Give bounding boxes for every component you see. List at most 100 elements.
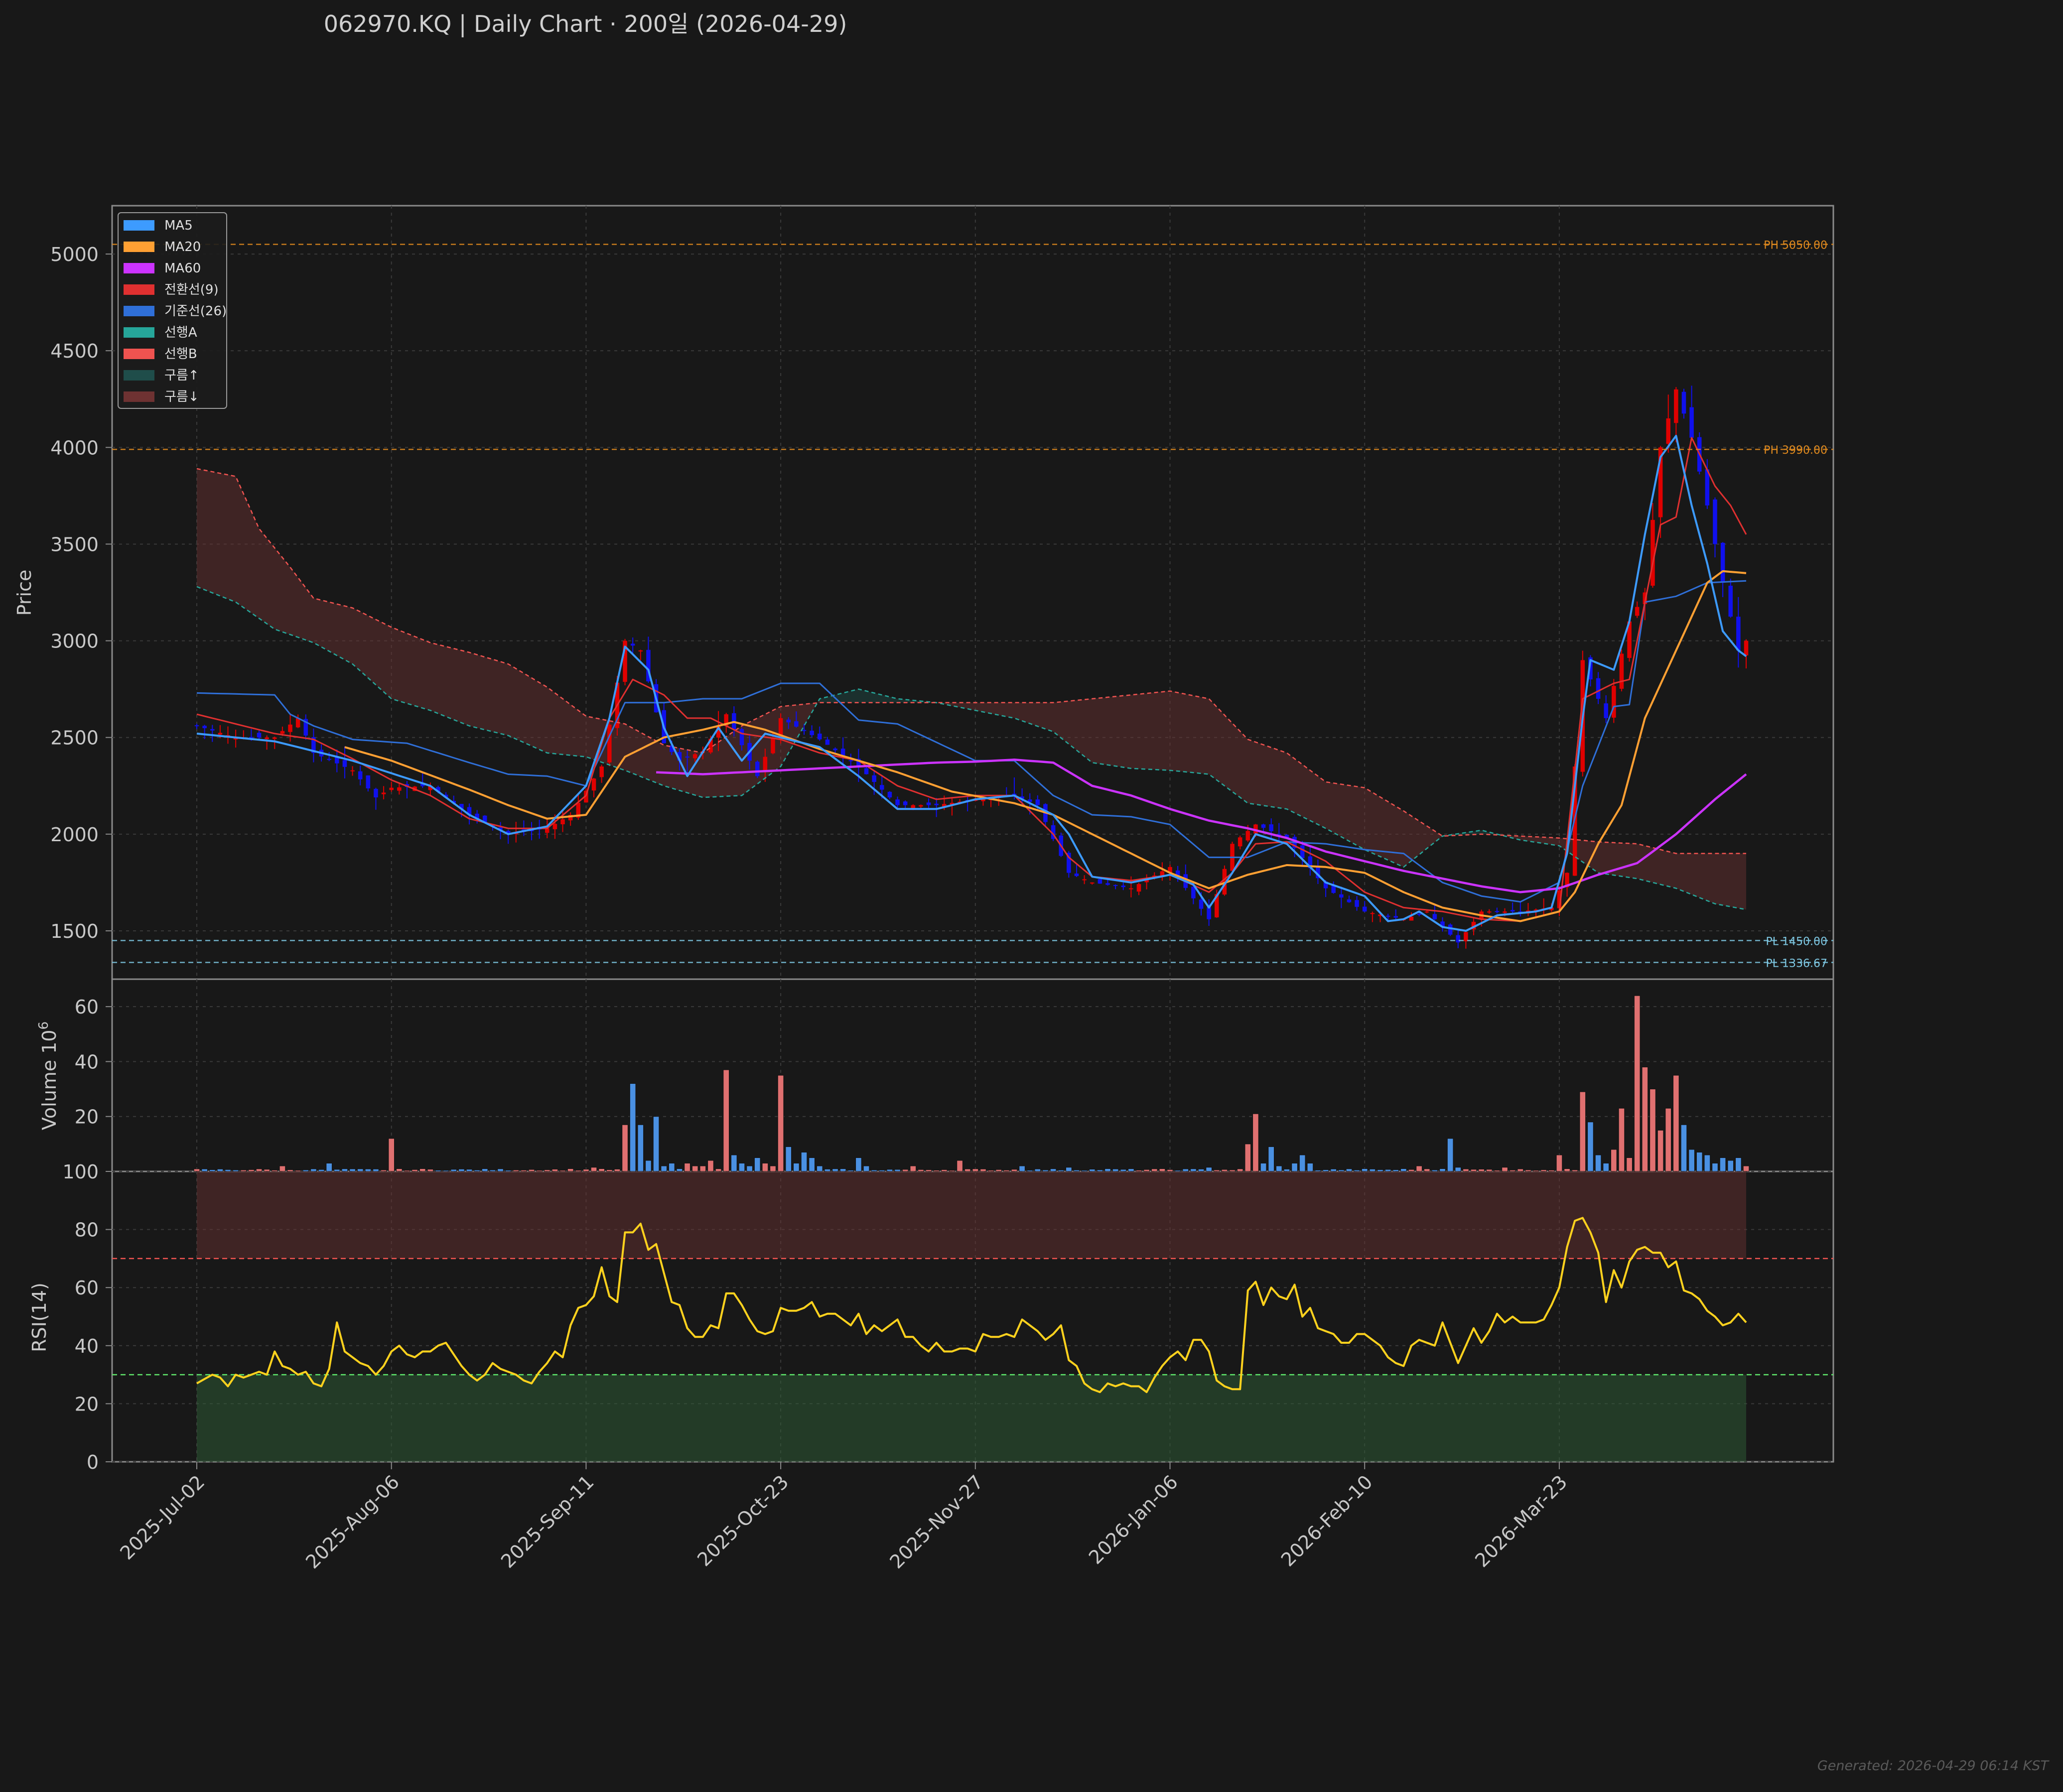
volume-bar <box>1400 1168 1407 1172</box>
volume-bar <box>793 1162 800 1172</box>
candle-body <box>872 775 876 782</box>
volume-bar <box>910 1165 917 1172</box>
candle-body <box>1736 617 1741 650</box>
rsi-tick-label: 100 <box>62 1161 99 1183</box>
candle-body <box>1253 824 1258 834</box>
volume-bar <box>271 1169 278 1172</box>
volume-bar <box>777 1075 784 1172</box>
volume-bar <box>1610 1149 1617 1172</box>
volume-bar <box>598 1168 605 1172</box>
volume-bar <box>458 1168 465 1172</box>
candle-body <box>810 731 814 736</box>
candle-body <box>887 791 892 798</box>
volume-bar <box>941 1169 948 1172</box>
candle-body <box>288 724 292 732</box>
candle-body <box>273 737 277 739</box>
candle-body <box>1284 835 1289 838</box>
candle-body <box>677 752 682 761</box>
candle-body <box>552 824 557 829</box>
volume-bar <box>442 1170 449 1172</box>
volume-bar <box>886 1169 893 1172</box>
volume-bar <box>1384 1169 1391 1172</box>
pivot-label: PH 3990.00 <box>1764 444 1827 457</box>
volume-bar <box>1315 1169 1321 1172</box>
volume-bar <box>474 1169 480 1172</box>
volume-bar <box>902 1169 909 1172</box>
candle-body <box>950 802 955 805</box>
candle-body <box>436 787 440 792</box>
candle-body <box>366 775 371 788</box>
volume-bar <box>1128 1168 1134 1172</box>
legend-label: 선행B <box>164 347 197 362</box>
rsi-series <box>112 1171 1833 1462</box>
volume-bar <box>248 1169 255 1172</box>
volume-bar <box>629 1083 636 1172</box>
candle-body <box>1627 621 1632 658</box>
volume-bar <box>1525 1169 1531 1172</box>
candle-body <box>226 735 230 737</box>
candle-body <box>1090 882 1095 884</box>
candle-body <box>194 725 199 727</box>
volume-bar <box>427 1169 434 1172</box>
candle-body <box>1378 914 1382 916</box>
price-axis-label: Price <box>13 570 35 616</box>
volume-bar <box>1423 1168 1430 1172</box>
volume-bar <box>995 1169 1002 1172</box>
volume-bar <box>1167 1169 1173 1172</box>
candle-body <box>840 749 845 756</box>
volume-bar <box>404 1170 411 1172</box>
candle-body <box>506 831 511 834</box>
volume-bar <box>676 1168 683 1172</box>
candle-body <box>1199 899 1204 909</box>
volume-bar <box>1190 1168 1197 1172</box>
pivot-label: PL 1336.67 <box>1766 957 1828 970</box>
candle-body <box>825 739 830 745</box>
volume-bar <box>1066 1167 1072 1172</box>
volume-bar <box>1299 1154 1306 1172</box>
candle-body <box>1612 686 1616 718</box>
volume-bar <box>1463 1168 1469 1172</box>
candle-body <box>856 759 861 767</box>
candle-body <box>833 749 837 751</box>
candle-body <box>1658 447 1663 517</box>
volume-bar <box>1509 1169 1516 1172</box>
candle-body <box>295 718 300 728</box>
candle-body <box>1222 869 1227 895</box>
volume-bar <box>1120 1169 1127 1172</box>
volume-bar <box>1548 1169 1555 1172</box>
candle-body <box>327 759 331 760</box>
volume-bar <box>1642 1066 1649 1172</box>
candle-body <box>607 724 612 763</box>
volume-bar <box>1275 1165 1282 1172</box>
volume-bar <box>731 1154 737 1172</box>
volume-bar <box>1346 1168 1353 1172</box>
candle-body <box>1355 900 1359 907</box>
volume-bar <box>466 1169 473 1172</box>
volume-bar <box>310 1168 317 1172</box>
candle-body <box>1681 391 1686 414</box>
volume-bar <box>980 1168 986 1172</box>
volume-bar <box>240 1169 247 1172</box>
volume-bar <box>1408 1169 1415 1172</box>
candle-body <box>350 770 355 771</box>
volume-bar <box>918 1169 924 1172</box>
candle-body <box>739 729 744 746</box>
volume-bar <box>1603 1162 1610 1172</box>
candle-body <box>708 739 713 753</box>
candle-body <box>1347 899 1352 902</box>
candle-body <box>1082 879 1087 881</box>
candle-body <box>389 787 394 790</box>
price-tick-label: 2500 <box>50 727 99 749</box>
candle-body <box>1557 890 1562 908</box>
price-tick-label: 1500 <box>50 920 99 942</box>
candle-body <box>1713 499 1717 544</box>
volume-bar <box>871 1169 877 1172</box>
volume-bar <box>193 1168 200 1172</box>
candle-body <box>529 830 534 831</box>
candle-body <box>374 788 378 798</box>
volume-bar <box>699 1165 706 1172</box>
candle-body <box>630 643 635 646</box>
legend-label: MA5 <box>164 218 193 233</box>
overbought-zone <box>197 1171 1746 1259</box>
pivot-label: PL 1450.00 <box>1766 935 1828 948</box>
